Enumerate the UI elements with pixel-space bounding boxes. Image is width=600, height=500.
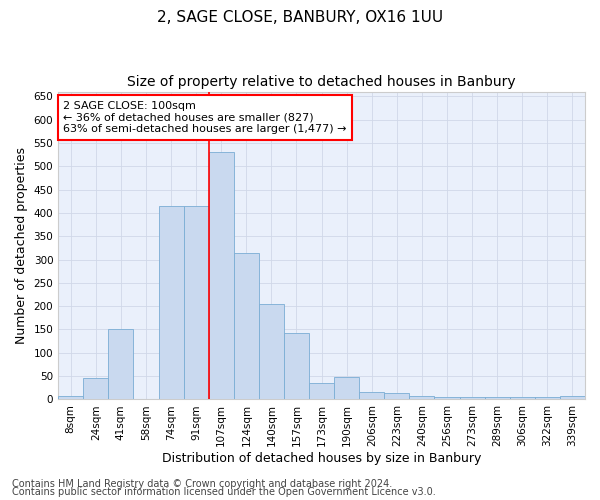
Bar (434, 397, 460, 400)
Text: Contains public sector information licensed under the Open Government Licence v3: Contains public sector information licen… (12, 487, 436, 497)
Bar (158, 206, 184, 400)
Bar (209, 152, 234, 400)
Bar (535, 397, 560, 400)
X-axis label: Distribution of detached houses by size in Banbury: Distribution of detached houses by size … (162, 452, 481, 465)
Text: 2, SAGE CLOSE, BANBURY, OX16 1UU: 2, SAGE CLOSE, BANBURY, OX16 1UU (157, 10, 443, 25)
Title: Size of property relative to detached houses in Banbury: Size of property relative to detached ho… (127, 75, 516, 89)
Bar (385, 394, 409, 400)
Bar (359, 392, 385, 400)
Text: Contains HM Land Registry data © Crown copyright and database right 2024.: Contains HM Land Registry data © Crown c… (12, 479, 392, 489)
Bar (284, 332, 309, 400)
Bar (409, 396, 434, 400)
Bar (309, 383, 334, 400)
Bar (58, 396, 83, 400)
Bar (234, 252, 259, 400)
Bar (109, 330, 133, 400)
Y-axis label: Number of detached properties: Number of detached properties (15, 147, 28, 344)
Bar (485, 397, 510, 400)
Bar (83, 378, 109, 400)
Bar (259, 304, 284, 400)
Bar (334, 377, 359, 400)
Bar (184, 206, 209, 400)
Text: 2 SAGE CLOSE: 100sqm
← 36% of detached houses are smaller (827)
63% of semi-deta: 2 SAGE CLOSE: 100sqm ← 36% of detached h… (64, 101, 347, 134)
Bar (510, 396, 535, 400)
Bar (560, 396, 585, 400)
Bar (460, 396, 485, 400)
